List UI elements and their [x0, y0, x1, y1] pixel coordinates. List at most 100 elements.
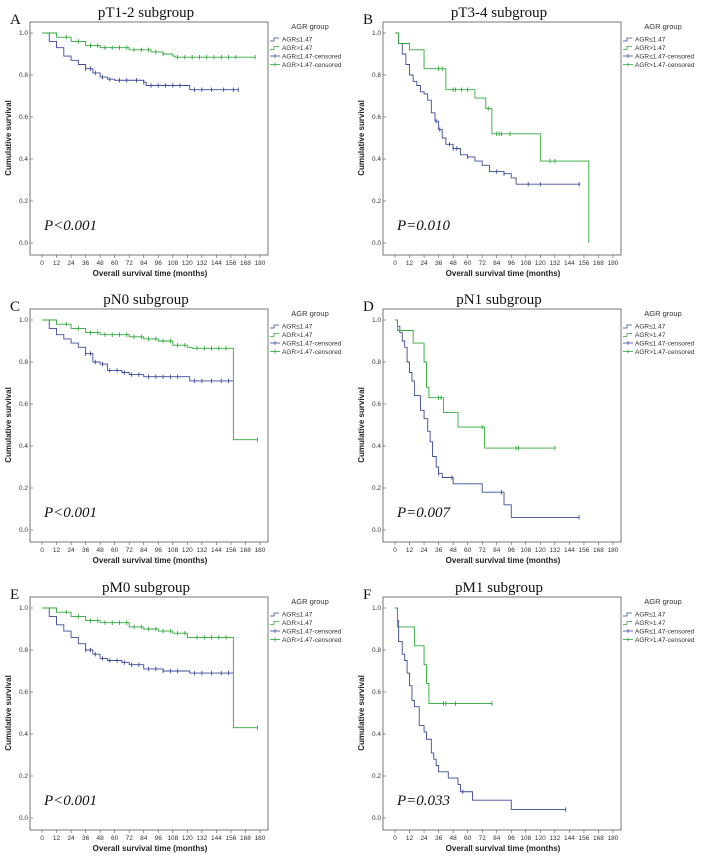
- y-axis-label: Cumulative survival: [357, 675, 366, 751]
- x-tick-label: 84: [493, 260, 501, 267]
- y-tick-label: 0.6: [19, 689, 28, 696]
- y-tick-label: 1.0: [19, 30, 28, 37]
- x-tick-label: 12: [53, 547, 61, 554]
- x-tick-label: 180: [255, 835, 266, 842]
- legend-entry: AGR≤1.47-censored: [282, 629, 342, 636]
- x-tick-label: 72: [479, 547, 487, 554]
- x-tick-label: 36: [82, 835, 90, 842]
- legend-entry: AGR≤1.47-censored: [635, 341, 695, 348]
- x-tick-label: 108: [167, 835, 178, 842]
- legend-entry: AGR>1.47-censored: [635, 637, 695, 644]
- x-tick-label: 120: [182, 547, 193, 554]
- x-tick-label: 168: [240, 547, 251, 554]
- km-panel-c: pN0 subgroup C 0.0 0.2 0.4 0.6 0.8 1.0 0 12 24 36 48…: [4, 292, 342, 565]
- legend-entry: AGR>1.47: [282, 332, 313, 339]
- x-tick-label: 144: [564, 260, 575, 267]
- x-tick-label: 96: [508, 835, 516, 842]
- y-tick-label: 0.8: [372, 359, 381, 366]
- x-tick-label: 12: [406, 547, 414, 554]
- x-tick-label: 60: [464, 835, 472, 842]
- x-tick-label: 84: [140, 260, 148, 267]
- plot-frame: [29, 308, 269, 543]
- y-axis-label: Cumulative survival: [4, 675, 13, 751]
- survival-curve-high: [42, 32, 256, 58]
- survival-curve-low: [395, 32, 581, 185]
- legend-entry: AGR>1.47: [635, 620, 666, 627]
- y-tick-label: 0.2: [372, 198, 381, 205]
- y-tick-label: 0.8: [19, 647, 28, 654]
- x-tick-label: 72: [479, 260, 487, 267]
- p-value: P=0.033: [396, 793, 450, 809]
- x-tick-label: 72: [126, 547, 134, 554]
- y-tick-label: 0.4: [372, 443, 381, 450]
- x-tick-label: 156: [226, 260, 237, 267]
- x-tick-label: 180: [608, 835, 619, 842]
- x-tick-label: 132: [196, 547, 207, 554]
- x-tick-label: 36: [435, 835, 443, 842]
- legend-entry: AGR≤1.47: [635, 324, 666, 331]
- x-tick-label: 36: [82, 547, 90, 554]
- x-tick-label: 84: [140, 835, 148, 842]
- x-tick-label: 24: [420, 260, 428, 267]
- y-axis-label: Cumulative survival: [357, 100, 366, 176]
- y-tick-label: 0.0: [372, 815, 381, 822]
- legend-entry: AGR>1.47-censored: [635, 62, 695, 69]
- x-tick-label: 144: [211, 835, 222, 842]
- panel-letter: D: [363, 299, 374, 315]
- plot-frame: [29, 596, 269, 831]
- survival-curve-low: [395, 607, 566, 811]
- x-tick-label: 168: [240, 835, 251, 842]
- legend-entry: AGR≤1.47: [282, 37, 313, 44]
- x-tick-label: 96: [508, 547, 516, 554]
- x-tick-label: 24: [420, 547, 428, 554]
- legend-entry: AGR≤1.47-censored: [282, 54, 342, 61]
- y-axis-label: Cumulative survival: [4, 387, 13, 463]
- x-tick-label: 120: [535, 547, 546, 554]
- x-tick-label: 0: [393, 835, 397, 842]
- panel-letter: F: [363, 587, 371, 603]
- x-tick-label: 156: [226, 547, 237, 554]
- legend-entry: AGR>1.47: [635, 45, 666, 52]
- x-tick-label: 36: [435, 547, 443, 554]
- legend-entry: AGR≤1.47-censored: [635, 629, 695, 636]
- x-tick-label: 48: [97, 835, 105, 842]
- x-tick-label: 108: [167, 547, 178, 554]
- legend-line-swatch: [270, 333, 279, 337]
- x-tick-label: 144: [211, 260, 222, 267]
- x-tick-label: 84: [493, 547, 501, 554]
- y-tick-label: 1.0: [372, 317, 381, 324]
- legend-entry: AGR>1.47: [635, 332, 666, 339]
- x-tick-label: 180: [608, 260, 619, 267]
- x-tick-label: 168: [240, 260, 251, 267]
- x-axis-label: Overall survival time (months): [93, 556, 208, 565]
- x-tick-label: 156: [579, 547, 590, 554]
- p-value: P<0.001: [43, 218, 97, 234]
- y-tick-label: 0.6: [372, 689, 381, 696]
- x-tick-label: 24: [67, 260, 75, 267]
- legend-line-swatch: [623, 324, 632, 329]
- legend-entry: AGR>1.47-censored: [282, 637, 342, 644]
- legend-entry: AGR>1.47-censored: [282, 62, 342, 69]
- y-tick-label: 0.4: [372, 731, 381, 738]
- panel-letter: A: [10, 12, 21, 28]
- x-tick-label: 72: [126, 835, 134, 842]
- x-tick-label: 168: [593, 547, 604, 554]
- y-tick-label: 0.8: [19, 72, 28, 79]
- x-tick-label: 144: [564, 547, 575, 554]
- x-tick-label: 0: [40, 260, 44, 267]
- y-tick-label: 0.0: [372, 527, 381, 534]
- legend-entry: AGR≤1.47-censored: [635, 54, 695, 61]
- legend-entry: AGR≤1.47-censored: [282, 341, 342, 348]
- p-value: P=0.007: [396, 505, 452, 521]
- km-panel-f: pM1 subgroup F 0.0 0.2 0.4 0.6 0.8 1.0 0 12 24 36 48…: [357, 580, 695, 853]
- x-tick-label: 60: [464, 547, 472, 554]
- legend-title: AGR group: [291, 309, 329, 318]
- x-axis-label: Overall survival time (months): [93, 269, 208, 278]
- x-tick-label: 12: [53, 260, 61, 267]
- km-panel-a: pT1-2 subgroup A 0.0 0.2 0.4 0.6 0.8 1.0 0 12 24 36…: [4, 5, 342, 278]
- panel-title: pT1-2 subgroup: [98, 5, 194, 21]
- panel-title: pM0 subgroup: [102, 580, 190, 596]
- x-tick-label: 48: [450, 835, 458, 842]
- panel-title: pM1 subgroup: [455, 580, 543, 596]
- survival-curve-high: [395, 607, 492, 704]
